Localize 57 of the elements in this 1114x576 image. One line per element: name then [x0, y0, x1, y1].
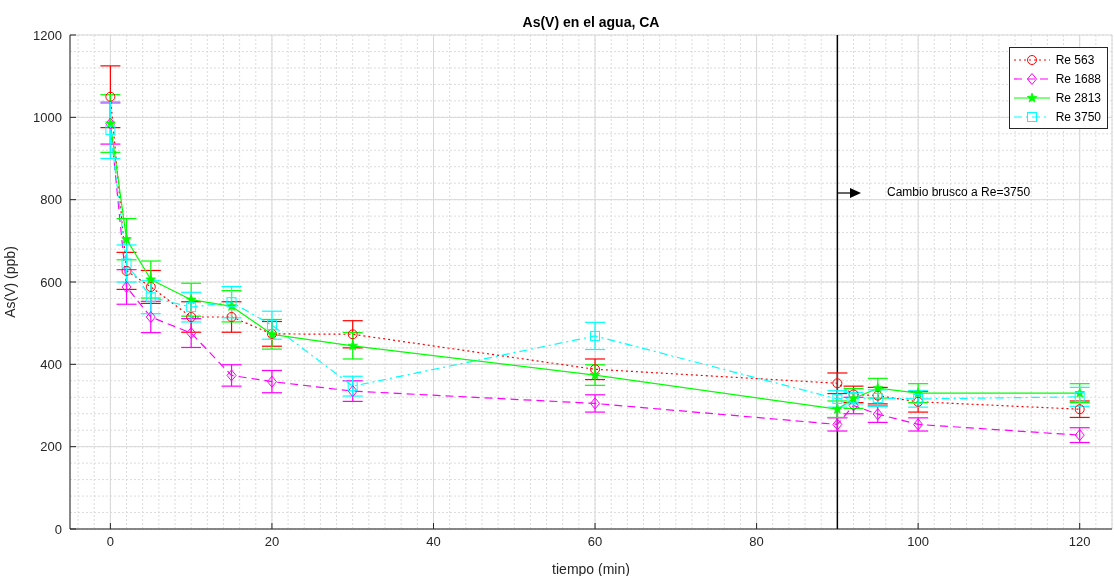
- point: [832, 378, 843, 389]
- point: [121, 258, 132, 269]
- point: [186, 327, 197, 340]
- x-tick-label: 100: [907, 534, 929, 550]
- point: [347, 329, 358, 340]
- y-tick-label: 1200: [33, 27, 62, 43]
- point: [105, 91, 116, 102]
- x-tick-label: 0: [106, 534, 114, 550]
- point: [145, 281, 156, 292]
- legend-label: Re 1688: [1055, 71, 1101, 86]
- annotation: Cambio brusco a Re=3750: [887, 185, 1031, 199]
- point: [266, 375, 277, 388]
- point: [226, 369, 237, 382]
- point: [186, 311, 197, 322]
- point: [913, 418, 924, 431]
- y-tick-label: 600: [40, 274, 62, 290]
- point: [121, 265, 132, 276]
- x-tick-label: 60: [587, 534, 603, 550]
- point: [145, 292, 156, 303]
- point: [105, 125, 116, 136]
- y-tick-label: 200: [40, 439, 62, 455]
- point: [590, 364, 601, 375]
- point: [347, 340, 358, 351]
- y-tick-label: 0: [54, 521, 62, 537]
- y-tick-label: 1000: [33, 109, 62, 125]
- point: [121, 280, 132, 293]
- point: [590, 397, 601, 410]
- point: [872, 382, 883, 393]
- x-tick-label: 40: [426, 534, 441, 550]
- y-tick-label: 800: [40, 192, 62, 208]
- point: [186, 302, 197, 313]
- point: [590, 330, 601, 341]
- point: [121, 233, 132, 244]
- point: [347, 385, 358, 398]
- point: [872, 408, 883, 421]
- point: [226, 311, 237, 322]
- point: [832, 403, 843, 414]
- x-tick-label: 80: [749, 534, 764, 550]
- chart-title: As(V) en el agua, CA: [521, 14, 661, 30]
- point: [347, 381, 358, 392]
- x-tick-label: 120: [1068, 534, 1091, 550]
- legend-label: Re 2813: [1055, 90, 1101, 105]
- point: [832, 418, 843, 431]
- point: [832, 393, 843, 404]
- point: [266, 320, 277, 331]
- point: [1074, 404, 1085, 415]
- x-tick-label: 20: [264, 534, 280, 550]
- point: [145, 274, 156, 284]
- legend-label: Re 563: [1055, 52, 1095, 67]
- x-axis-title: tiempo (min): [552, 561, 630, 576]
- point: [1074, 391, 1085, 402]
- point: [145, 310, 156, 323]
- legend-label: Re 3750: [1055, 109, 1101, 124]
- y-axis-title: As(V) (ppb): [1, 246, 18, 318]
- y-tick-label: 400: [40, 356, 62, 372]
- point: [1074, 429, 1085, 442]
- point: [589, 369, 601, 380]
